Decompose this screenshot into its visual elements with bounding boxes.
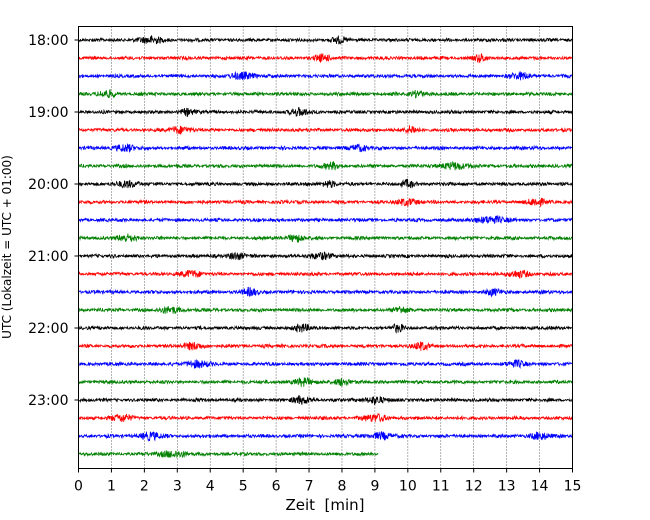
y-axis-ticks: 18:00 19:00 20:00 21:00 22:00 23:00 <box>28 33 79 409</box>
trace-9 <box>78 178 573 189</box>
x-tick-label-11: 11 <box>432 479 450 495</box>
trace-7 <box>78 143 573 153</box>
trace-11 <box>78 214 573 225</box>
x-tick-label-13: 13 <box>498 479 516 495</box>
trace-18 <box>78 341 573 352</box>
x-tick-label-10: 10 <box>399 479 417 495</box>
trace-15 <box>78 286 573 298</box>
trace-2 <box>78 53 573 64</box>
trace-13 <box>78 251 573 261</box>
y-axis-label: UTC (Lokalzeit = UTC + 01:00) <box>0 155 14 339</box>
trace-6 <box>78 125 573 135</box>
trace-8 <box>78 160 573 171</box>
trace-23 <box>78 430 573 442</box>
x-tick-label-8: 8 <box>338 479 347 495</box>
trace-4 <box>78 88 573 99</box>
trace-12 <box>78 233 573 243</box>
x-tick-label-15: 15 <box>564 479 582 495</box>
trace-5 <box>78 106 573 118</box>
trace-14 <box>78 269 573 279</box>
x-tick-label-14: 14 <box>531 479 549 495</box>
trace-17 <box>78 323 573 334</box>
trace-22 <box>78 412 573 423</box>
x-tick-label-12: 12 <box>465 479 483 495</box>
trace-24 <box>78 450 379 459</box>
x-axis-label: Zeit [min] <box>285 496 364 514</box>
x-tick-label-2: 2 <box>140 479 149 495</box>
x-tick-label-3: 3 <box>173 479 182 495</box>
x-tick-label-4: 4 <box>206 479 215 495</box>
x-tick-label-5: 5 <box>239 479 248 495</box>
y-tick-label-4: 22:00 <box>28 321 68 337</box>
y-tick-label-5: 23:00 <box>28 393 68 409</box>
trace-20 <box>78 376 573 387</box>
trace-3 <box>78 70 573 81</box>
y-tick-label-1: 19:00 <box>28 105 68 121</box>
x-tick-label-1: 1 <box>107 479 116 495</box>
trace-1 <box>78 35 573 45</box>
seismic-traces <box>78 35 573 459</box>
x-axis-ticks: 0 1 2 3 4 5 6 7 8 9 10 11 12 13 14 15 <box>74 468 582 495</box>
y-tick-label-3: 21:00 <box>28 249 68 265</box>
x-tick-label-0: 0 <box>74 479 83 495</box>
vertical-grid <box>111 26 540 469</box>
trace-10 <box>78 197 573 208</box>
trace-21 <box>78 394 573 406</box>
x-tick-label-7: 7 <box>305 479 314 495</box>
x-tick-label-6: 6 <box>272 479 281 495</box>
y-tick-label-0: 18:00 <box>28 33 68 49</box>
x-tick-label-9: 9 <box>370 479 379 495</box>
y-tick-label-2: 20:00 <box>28 177 68 193</box>
trace-19 <box>78 359 573 370</box>
plot-frame <box>78 26 573 469</box>
trace-16 <box>78 305 573 314</box>
